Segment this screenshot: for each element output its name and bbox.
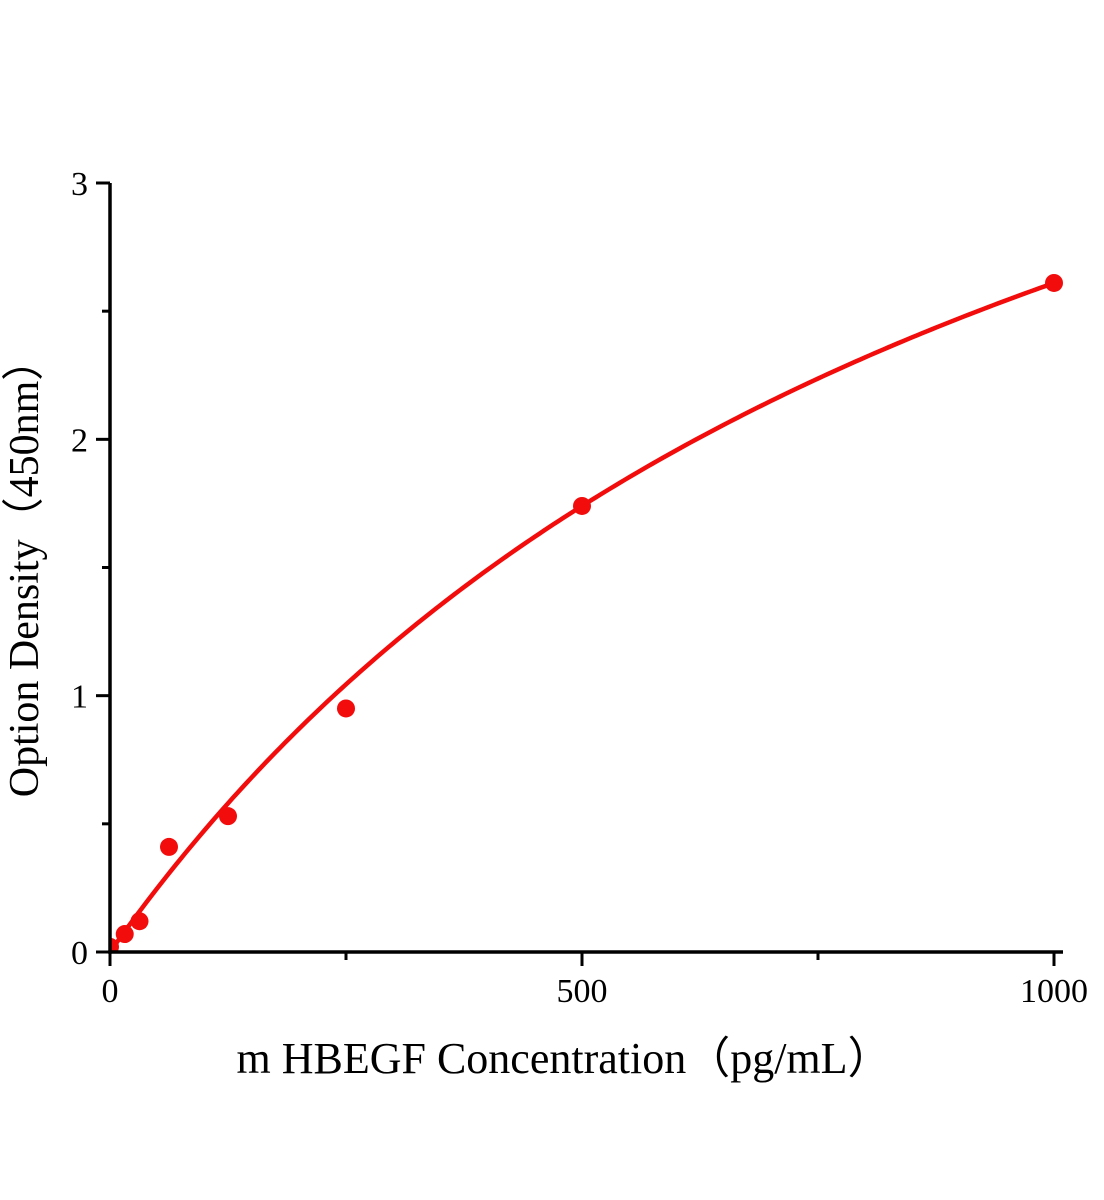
data-point xyxy=(337,699,355,718)
x-axis-title: m HBEGF Concentration（pg/mL） xyxy=(236,1034,891,1083)
fit-curve xyxy=(110,280,1057,952)
y-tick-label: 1 xyxy=(71,679,88,716)
data-point xyxy=(1045,273,1063,292)
x-tick-label: 500 xyxy=(557,973,608,1010)
data-point xyxy=(219,807,237,826)
y-axis-title: Option Density（450nm） xyxy=(2,339,48,798)
ticks-group xyxy=(96,181,1056,966)
axes-layer: 0 500 1000 0 1 2 3 m HBEGF Concentration（pg/mL… xyxy=(2,166,1088,1083)
y-tick-label: 3 xyxy=(71,166,88,203)
data-point xyxy=(130,912,149,931)
y-tick-label: 0 xyxy=(71,935,88,972)
data-point xyxy=(573,496,591,515)
data-point xyxy=(160,837,178,856)
y-tick-label: 2 xyxy=(71,422,88,459)
x-tick-label: 0 xyxy=(102,973,119,1010)
data-point xyxy=(110,937,119,952)
x-tick-label: 1000 xyxy=(1020,973,1088,1010)
data-layer xyxy=(110,273,1063,952)
tick-labels-group: 0 500 1000 0 1 2 3 xyxy=(71,166,1088,1010)
data-point xyxy=(115,925,134,944)
